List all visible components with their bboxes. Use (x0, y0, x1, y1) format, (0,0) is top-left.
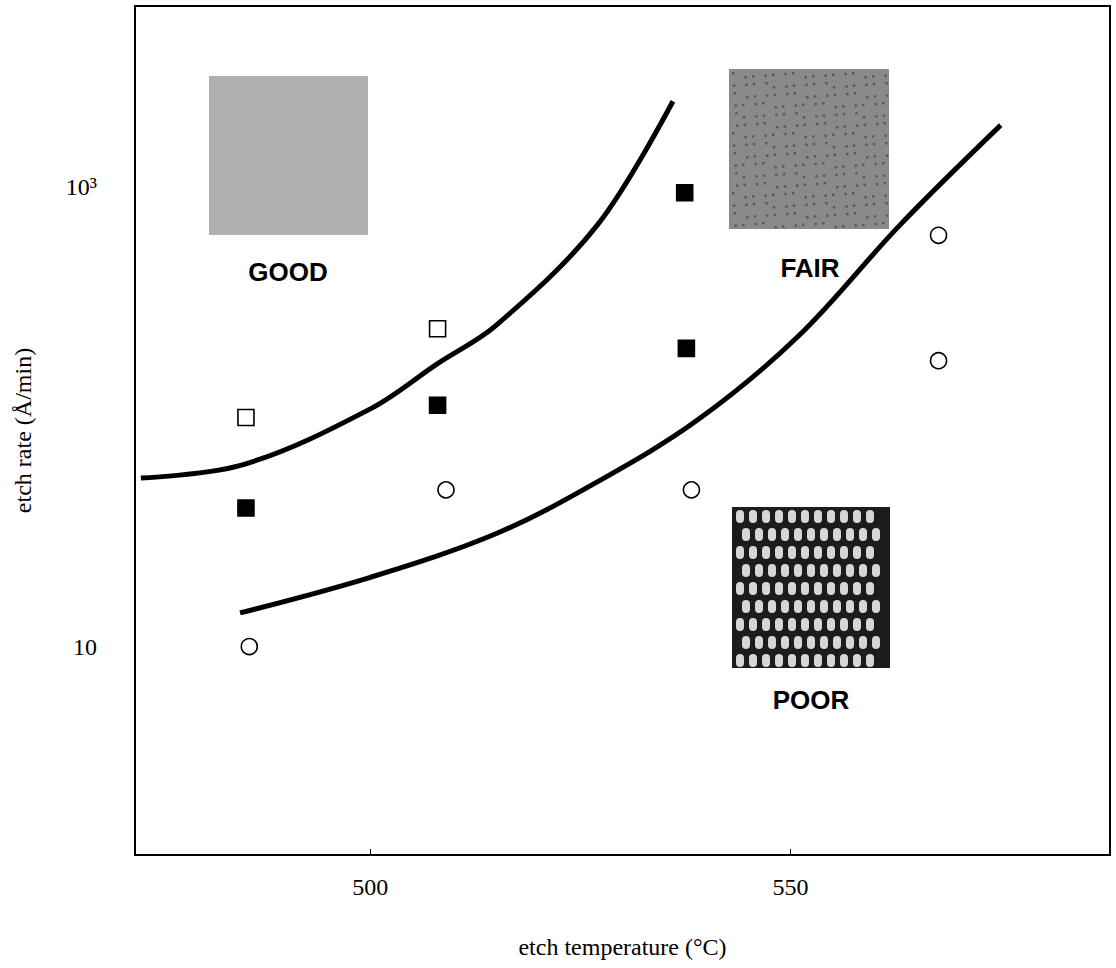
svg-text:GOOD: GOOD (248, 257, 327, 287)
svg-text:etch rate (Å/min): etch rate (Å/min) (10, 348, 36, 513)
svg-text:POOR: POOR (773, 685, 850, 715)
svg-text:10: 10 (73, 634, 97, 660)
svg-text:etch temperature (°C): etch temperature (°C) (518, 934, 726, 960)
svg-text:10³: 10³ (66, 174, 97, 200)
svg-text:FAIR: FAIR (780, 253, 839, 283)
svg-text:500: 500 (352, 874, 388, 900)
svg-text:550: 550 (773, 874, 809, 900)
